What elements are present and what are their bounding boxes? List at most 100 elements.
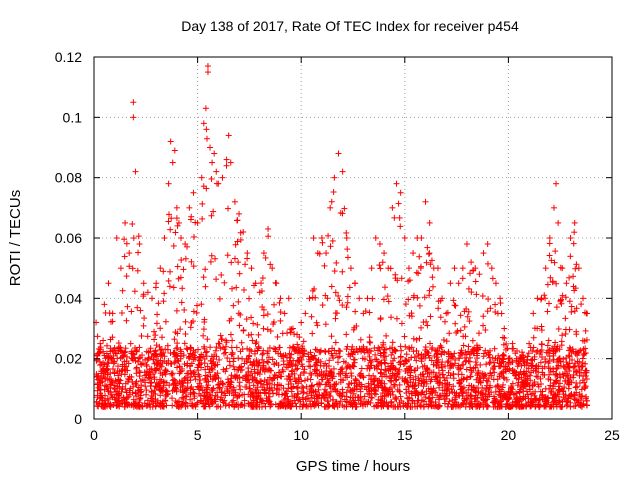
data-point <box>101 301 108 308</box>
data-point <box>168 370 175 377</box>
data-point <box>483 377 490 384</box>
data-point <box>501 325 508 332</box>
data-point <box>166 283 173 290</box>
data-point <box>140 322 147 329</box>
data-point <box>446 330 453 337</box>
data-point <box>187 216 194 223</box>
data-point <box>326 357 333 364</box>
data-point <box>546 300 553 307</box>
data-point <box>178 299 185 306</box>
data-point <box>179 285 186 292</box>
data-point <box>562 315 569 322</box>
data-point <box>331 268 338 275</box>
data-point <box>397 223 404 230</box>
data-point <box>330 365 337 372</box>
data-point <box>440 336 447 343</box>
data-point <box>254 347 261 354</box>
data-point <box>235 355 242 362</box>
data-point <box>162 318 169 325</box>
data-point <box>130 99 137 106</box>
data-point <box>526 340 533 347</box>
data-point <box>548 257 555 264</box>
data-point <box>479 292 486 299</box>
data-point <box>143 361 150 368</box>
data-point <box>529 348 536 355</box>
data-point <box>204 69 211 76</box>
data-point <box>142 356 149 363</box>
data-point <box>287 354 294 361</box>
data-point <box>165 218 172 225</box>
data-point <box>525 350 532 357</box>
data-point <box>228 344 235 351</box>
data-point <box>300 338 307 345</box>
data-point <box>276 299 283 306</box>
data-point <box>109 365 116 372</box>
data-point <box>372 235 379 241</box>
data-point <box>418 324 425 331</box>
data-point <box>410 335 417 342</box>
data-point <box>464 313 471 320</box>
data-point <box>293 403 300 410</box>
data-point <box>142 372 149 379</box>
data-point <box>157 265 164 272</box>
data-point <box>100 337 107 344</box>
data-point <box>265 225 272 232</box>
data-point <box>343 229 350 236</box>
data-point <box>277 309 284 316</box>
data-point <box>327 243 334 250</box>
data-point <box>553 304 560 311</box>
data-point <box>123 240 130 247</box>
data-point <box>552 248 559 255</box>
data-point <box>328 333 335 340</box>
data-point <box>135 249 142 256</box>
data-point <box>122 219 129 226</box>
data-point <box>248 348 255 355</box>
x-tick-label: 10 <box>293 427 309 443</box>
data-point <box>444 309 451 316</box>
data-point <box>204 63 211 70</box>
data-point <box>271 301 278 308</box>
data-point <box>389 204 396 211</box>
data-point <box>157 325 164 332</box>
data-point <box>332 289 339 296</box>
data-point <box>177 326 184 333</box>
data-point <box>152 284 159 291</box>
data-point <box>200 274 207 281</box>
data-point <box>542 295 549 302</box>
data-point <box>339 268 346 275</box>
data-point <box>169 159 176 166</box>
data-point <box>169 402 176 409</box>
data-point <box>333 259 340 266</box>
data-point <box>233 284 240 291</box>
data-point <box>566 353 573 360</box>
data-point <box>553 280 560 287</box>
data-point <box>492 308 499 315</box>
data-point <box>365 349 372 356</box>
data-point <box>159 334 166 341</box>
data-point <box>537 296 544 303</box>
data-point <box>450 297 457 304</box>
data-point <box>293 384 300 391</box>
data-point <box>194 383 201 390</box>
data-point <box>304 376 311 383</box>
data-point <box>174 222 181 229</box>
data-point <box>194 302 201 309</box>
data-point <box>524 353 531 360</box>
data-point <box>167 268 174 275</box>
data-point <box>499 334 506 341</box>
data-point <box>213 344 220 351</box>
data-point <box>174 263 181 270</box>
data-point <box>228 372 235 379</box>
data-point <box>356 295 363 302</box>
data-point <box>144 333 151 340</box>
data-point <box>132 168 139 175</box>
data-point <box>238 339 245 346</box>
x-tick-label: 0 <box>90 427 98 443</box>
data-point <box>563 403 570 410</box>
data-point <box>184 243 191 250</box>
data-point <box>560 363 567 370</box>
data-point <box>170 284 177 291</box>
data-point <box>322 321 329 328</box>
data-point <box>339 302 346 309</box>
